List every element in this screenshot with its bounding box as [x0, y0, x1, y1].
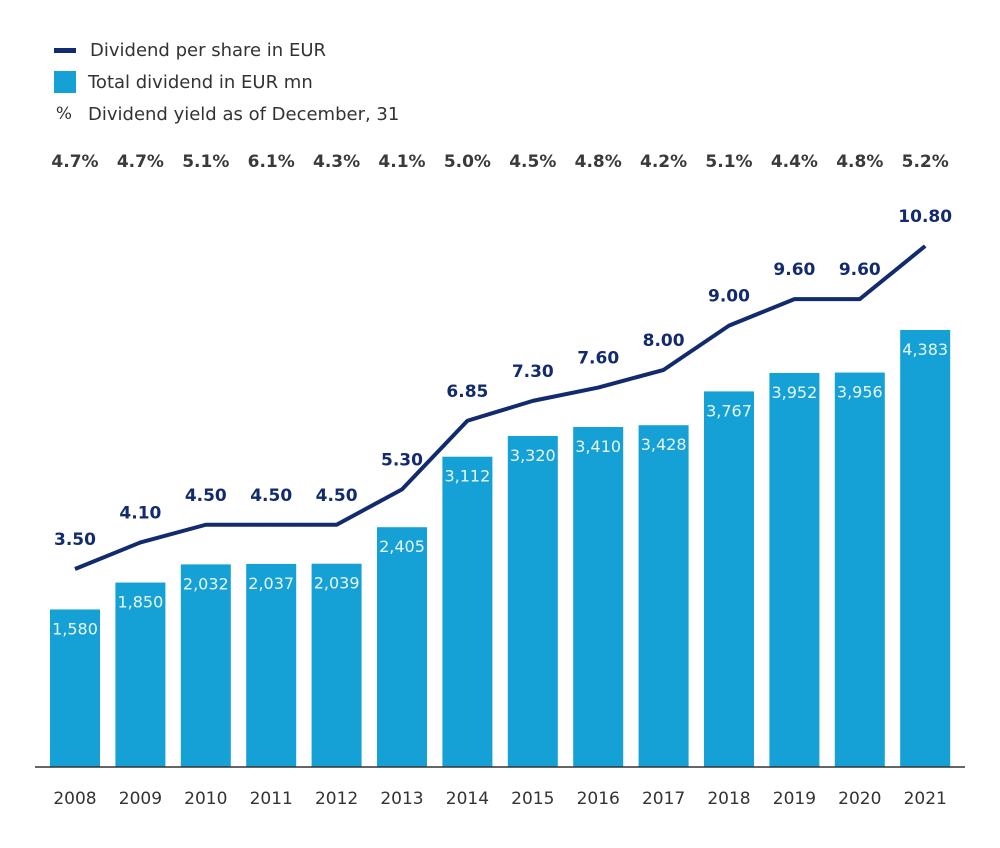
bar	[834, 372, 885, 767]
bar-swatch-icon	[54, 71, 76, 93]
bar-value-label: 3,320	[510, 446, 556, 465]
bar	[638, 425, 689, 767]
bar	[573, 427, 624, 767]
bar	[50, 609, 100, 767]
bar-value-label: 2,032	[183, 574, 229, 593]
bar-value-label: 2,039	[314, 574, 360, 593]
dividend-per-share-label: 4.50	[185, 486, 227, 506]
bar	[246, 563, 297, 767]
legend-label: Dividend per share in EUR	[90, 39, 326, 61]
bar	[180, 564, 231, 767]
dividend-per-share-label: 10.80	[898, 207, 952, 227]
dividend-per-share-label: 4.50	[316, 486, 358, 506]
bar-value-label: 3,410	[575, 437, 621, 456]
dividend-per-share-label: 5.30	[381, 450, 423, 470]
bar	[507, 435, 558, 767]
yield-label: 4.3%	[313, 152, 360, 172]
dividend-per-share-label: 4.10	[119, 503, 161, 523]
bar	[900, 330, 951, 767]
yield-label: 4.4%	[771, 152, 818, 172]
bar	[442, 456, 493, 767]
dividend-per-share-label: 7.60	[577, 349, 619, 369]
legend-label: Dividend yield as of December, 31	[88, 103, 400, 125]
x-tick-label: 2009	[119, 789, 162, 809]
legend-item-dividend-per-share: Dividend per share in EUR	[52, 34, 399, 66]
x-tick-label: 2021	[904, 789, 947, 809]
bar-value-label: 3,428	[641, 435, 687, 454]
bar-value-label: 2,405	[379, 537, 425, 556]
bar-value-label: 3,112	[444, 467, 490, 486]
legend: Dividend per share in EUR Total dividend…	[52, 34, 399, 130]
x-tick-label: 2012	[315, 789, 358, 809]
dividend-per-share-label: 6.85	[446, 382, 488, 402]
dividend-per-share-labels: 3.50 4.10 4.50 4.50 4.50 5.30 6.85 7.30 7.60 8.00…	[54, 207, 952, 550]
yield-labels: 4.7% 4.7% 5.1% 6.1% 4.3% 4.1% 5.0% 4.5% 4.8% 4.2%…	[51, 152, 948, 172]
x-tick-label: 2008	[53, 789, 96, 809]
yield-label: 4.1%	[378, 152, 425, 172]
bar-value-label: 4,383	[902, 340, 948, 359]
dividend-per-share-label: 4.50	[250, 486, 292, 506]
x-tick-label: 2016	[577, 789, 620, 809]
x-tick-label: 2017	[642, 789, 685, 809]
bar	[769, 372, 820, 767]
bar	[704, 391, 754, 767]
bars	[50, 330, 951, 767]
bar-value-labels: 1,580 1,850 2,032 2,037 2,039 2,405 3,112 3,320…	[52, 340, 948, 638]
yield-label: 4.7%	[117, 152, 164, 172]
yield-label: 4.5%	[509, 152, 556, 172]
x-tick-label: 2018	[707, 789, 750, 809]
x-tick-label: 2015	[511, 789, 554, 809]
yield-label: 4.8%	[836, 152, 883, 172]
dividend-per-share-label: 7.30	[512, 362, 554, 382]
bar	[377, 527, 427, 767]
legend-item-dividend-yield: % Dividend yield as of December, 31	[52, 98, 399, 130]
x-tick-label: 2014	[446, 789, 489, 809]
dividend-per-share-label: 9.60	[773, 260, 815, 280]
legend-label: Total dividend in EUR mn	[88, 71, 313, 93]
dividend-per-share-label: 3.50	[54, 530, 96, 550]
yield-label: 5.1%	[705, 152, 752, 172]
x-tick-labels: 2008 2009 2010 2011 2012 2013 2014 2015 2016 2017…	[53, 789, 946, 809]
bar-value-label: 1,580	[52, 619, 98, 638]
x-tick-label: 2010	[184, 789, 227, 809]
yield-label: 5.1%	[182, 152, 229, 172]
line-swatch-icon	[54, 47, 76, 53]
legend-item-total-dividend: Total dividend in EUR mn	[52, 66, 399, 98]
x-tick-label: 2020	[838, 789, 881, 809]
yield-label: 4.8%	[575, 152, 622, 172]
yield-label: 4.2%	[640, 152, 687, 172]
x-tick-label: 2013	[380, 789, 423, 809]
dividend-per-share-label: 9.00	[708, 287, 750, 307]
bar-value-label: 3,956	[837, 383, 883, 402]
percent-icon: %	[55, 104, 73, 124]
dividend-per-share-label: 9.60	[839, 260, 881, 280]
bar-value-label: 2,037	[248, 574, 294, 593]
bar-value-label: 3,952	[771, 383, 817, 402]
dividend-per-share-line	[74, 244, 927, 571]
yield-label: 5.2%	[902, 152, 949, 172]
dividend-per-share-label: 8.00	[643, 331, 685, 351]
yield-label: 6.1%	[248, 152, 295, 172]
x-tick-label: 2011	[250, 789, 293, 809]
bar-value-label: 1,850	[117, 593, 163, 612]
yield-label: 5.0%	[444, 152, 491, 172]
yield-label: 4.7%	[51, 152, 98, 172]
bar-value-label: 3,767	[706, 401, 752, 420]
bar	[311, 563, 362, 767]
bar	[115, 582, 166, 767]
x-tick-label: 2019	[773, 789, 816, 809]
